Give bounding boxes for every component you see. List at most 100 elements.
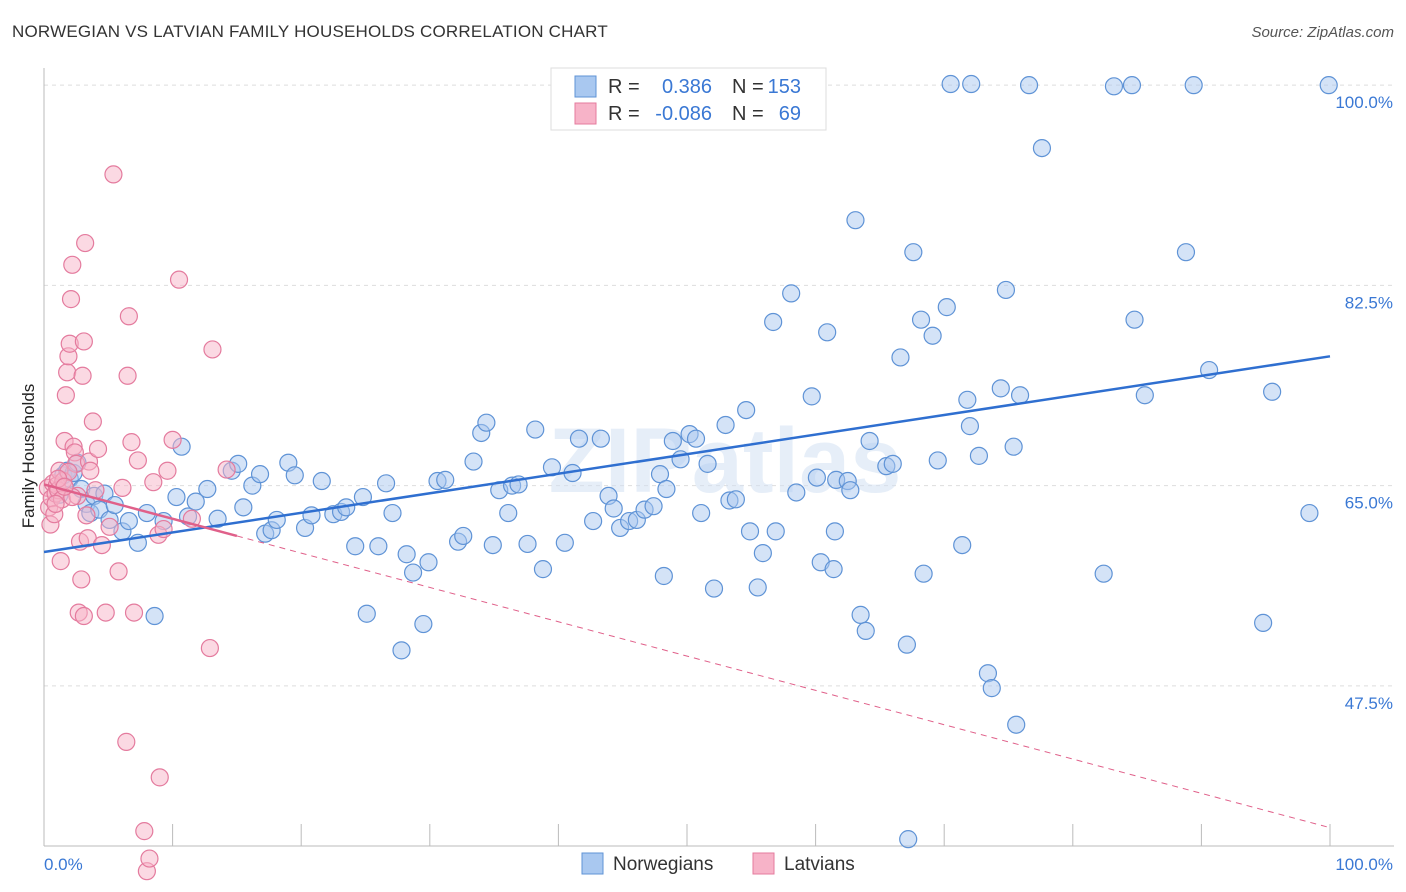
- latvian-point: [169, 270, 189, 289]
- norwegian-point: [716, 415, 735, 435]
- norwegian-point: [518, 534, 537, 554]
- latvian-point: [109, 562, 128, 581]
- latvian-point: [135, 822, 154, 841]
- latvian-trend-line-extension: [236, 535, 1331, 829]
- latvian-point: [118, 366, 137, 385]
- latvian-point: [76, 233, 95, 253]
- norwegian-point: [1254, 613, 1273, 632]
- y-tick-label: 100.0%: [1335, 93, 1393, 112]
- norwegian-point: [312, 471, 331, 491]
- norwegian-point: [911, 310, 931, 329]
- legend-swatch-norwegians: [574, 75, 597, 98]
- norwegian-point: [692, 503, 711, 523]
- norwegian-point: [937, 298, 956, 317]
- latvian-point: [203, 340, 222, 359]
- norwegian-point: [1125, 310, 1144, 329]
- legend-label-latvians: Latvians: [784, 854, 855, 875]
- stats-legend: R = 0.386 N = 153 R = -0.086 N = 69: [550, 67, 827, 131]
- norwegian-point: [914, 564, 933, 583]
- latvian-point: [63, 255, 82, 274]
- norwegian-point: [167, 487, 186, 507]
- norwegian-point: [663, 431, 682, 451]
- norwegian-point: [397, 545, 416, 564]
- norwegian-point: [392, 641, 411, 660]
- legend-r-value: -0.086: [655, 103, 712, 125]
- norwegian-point: [958, 390, 977, 409]
- norwegian-point: [1319, 76, 1338, 95]
- norwegian-point: [353, 487, 373, 507]
- norwegian-point: [555, 533, 574, 552]
- norwegian-point: [698, 454, 717, 473]
- latvian-point: [122, 433, 141, 452]
- norwegian-point: [604, 499, 623, 518]
- norwegian-point: [960, 417, 980, 436]
- legend-swatch-latvians: [574, 102, 597, 125]
- norwegian-point: [376, 474, 396, 493]
- norwegian-point: [644, 497, 663, 516]
- latvian-point: [163, 430, 182, 449]
- norwegian-point: [891, 348, 910, 367]
- norwegian-point: [383, 503, 402, 523]
- norwegian-point: [186, 492, 205, 511]
- legend-n-value: 69: [779, 103, 801, 125]
- norwegian-point: [1007, 715, 1026, 734]
- norwegian-point: [782, 284, 801, 303]
- norwegian-point: [1263, 382, 1282, 401]
- legend-swatch-norwegians: [581, 852, 604, 875]
- norwegian-point: [941, 74, 960, 94]
- latvian-point: [88, 439, 108, 459]
- norwegian-point: [883, 454, 902, 473]
- norwegian-point: [766, 522, 785, 541]
- norwegian-point: [1094, 564, 1113, 583]
- latvian-point: [74, 332, 93, 351]
- norwegian-point: [198, 479, 217, 499]
- latvian-point: [96, 603, 115, 622]
- norwegian-point: [807, 468, 826, 487]
- latvian-point: [104, 165, 123, 184]
- norwegian-point: [285, 466, 304, 485]
- latvian-point: [144, 473, 163, 492]
- norwegian-point: [526, 420, 545, 439]
- norwegian-point: [584, 511, 603, 531]
- x-tick-label: 0.0%: [44, 855, 83, 874]
- norwegian-point: [250, 465, 270, 484]
- latvian-point: [46, 494, 65, 514]
- legend-r-value: 0.386: [662, 76, 712, 98]
- y-tick-labels: 47.5% 65.0% 82.5% 100.0%: [1335, 93, 1393, 713]
- norwegian-point: [825, 522, 844, 541]
- norwegian-point: [856, 621, 875, 641]
- x-tick-label: 100.0%: [1335, 855, 1393, 874]
- norwegian-point: [978, 664, 998, 683]
- norwegian-point: [657, 479, 676, 499]
- legend-r-label: R =: [608, 76, 640, 98]
- norwegian-trend-line: [43, 355, 1331, 554]
- norwegian-point: [654, 566, 673, 586]
- norwegian-point: [464, 452, 483, 471]
- legend-n-label: N =: [732, 76, 764, 98]
- norwegian-point: [824, 560, 843, 579]
- norwegian-point: [923, 326, 942, 345]
- norwegian-point: [737, 400, 756, 420]
- norwegian-point: [346, 537, 365, 556]
- norwegian-point: [454, 526, 473, 546]
- norwegian-point: [533, 560, 553, 579]
- norwegian-point: [991, 379, 1010, 398]
- y-axis-title: Family Households: [19, 384, 38, 529]
- latvian-point: [61, 290, 81, 309]
- norwegian-point: [1135, 386, 1154, 405]
- norwegian-point: [1104, 77, 1124, 96]
- legend-swatch-latvians: [752, 852, 775, 875]
- norwegian-point: [1004, 437, 1023, 456]
- norwegian-point: [1032, 138, 1052, 158]
- norwegian-point: [1019, 76, 1039, 95]
- norwegian-point: [369, 537, 388, 556]
- norwegian-point: [851, 605, 870, 624]
- norwegian-point: [119, 511, 138, 531]
- latvian-point: [113, 478, 132, 497]
- latvian-point: [77, 506, 96, 525]
- norwegian-point: [982, 679, 1001, 698]
- norwegian-point: [357, 604, 376, 623]
- legend-r-label: R =: [608, 103, 640, 125]
- norwegian-point: [483, 535, 502, 555]
- norwegian-point: [569, 429, 589, 448]
